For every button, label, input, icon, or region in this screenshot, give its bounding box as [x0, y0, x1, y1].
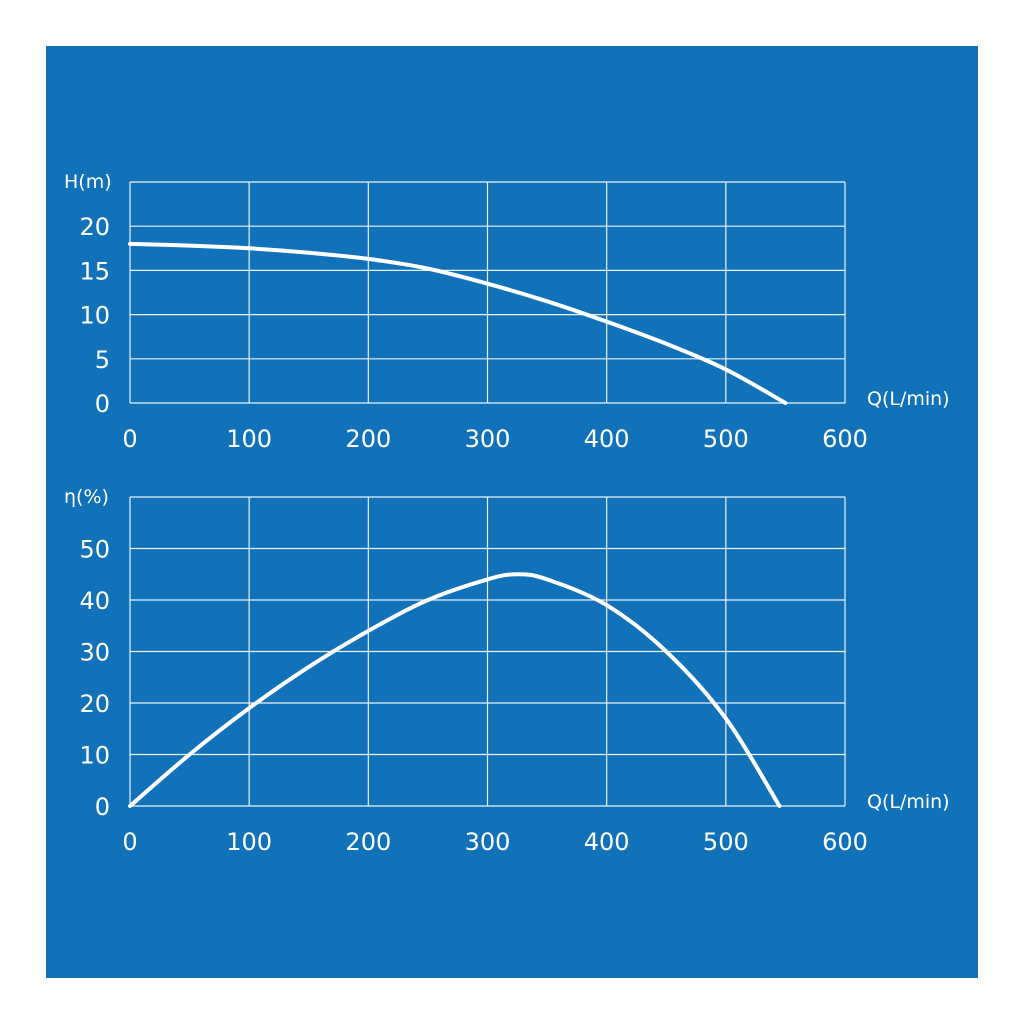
- x-tick-label: 200: [345, 828, 391, 856]
- y-tick-label: 10: [79, 302, 110, 330]
- x-tick-label: 300: [465, 425, 511, 453]
- y-tick-label: 40: [79, 587, 110, 615]
- y-tick-label: 0: [95, 390, 110, 418]
- x-tick-label: 600: [822, 425, 868, 453]
- y-tick-label: 10: [79, 742, 110, 770]
- y-tick-label: 5: [95, 346, 110, 374]
- x-axis-label: Q(L/min): [867, 791, 950, 813]
- efficiency-curve: [128, 572, 782, 808]
- x-tick-label: 100: [226, 828, 272, 856]
- head-curve: [128, 241, 788, 405]
- x-tick-label: 0: [122, 828, 137, 856]
- x-tick-label: 600: [822, 828, 868, 856]
- x-tick-label: 400: [584, 425, 630, 453]
- efficiency-chart: 0 100 200 300 400 500 600 0 10 20 30 40 50 η(%) Q(L/mi…: [64, 486, 950, 856]
- y-tick-label: 15: [79, 257, 110, 285]
- y-tick-label: 20: [79, 690, 110, 718]
- x-tick-label: 500: [703, 425, 749, 453]
- y-tick-label: 50: [79, 536, 110, 564]
- x-tick-label: 400: [584, 828, 630, 856]
- x-tick-label: 200: [345, 425, 391, 453]
- x-tick-label: 500: [703, 828, 749, 856]
- x-tick-label: 300: [465, 828, 511, 856]
- y-axis-label: η(%): [64, 486, 109, 508]
- x-tick-label: 0: [122, 425, 137, 453]
- y-tick-label: 0: [95, 793, 110, 821]
- y-axis-label: H(m): [64, 171, 112, 193]
- chart-panel: [46, 46, 978, 978]
- y-tick-label: 20: [79, 213, 110, 241]
- y-tick-label: 30: [79, 639, 110, 667]
- x-tick-label: 100: [226, 425, 272, 453]
- x-axis-label: Q(L/min): [867, 388, 950, 410]
- head-chart: 0 100 200 300 400 500 600 0 5 10 15 20 H(m) Q(L/min): [64, 171, 950, 453]
